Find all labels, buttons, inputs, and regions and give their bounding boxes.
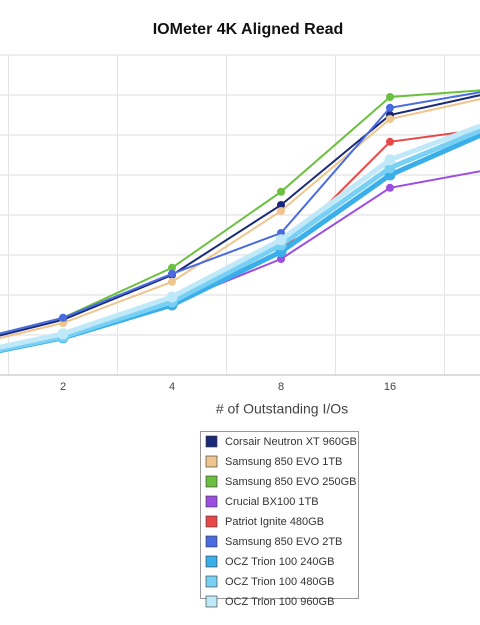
legend-swatch bbox=[205, 555, 218, 568]
data-point bbox=[386, 93, 394, 101]
legend-swatch bbox=[205, 575, 218, 588]
data-point bbox=[277, 201, 285, 209]
data-point bbox=[386, 103, 394, 112]
legend-swatch bbox=[205, 515, 218, 528]
legend-swatch bbox=[205, 455, 218, 468]
data-point bbox=[168, 269, 176, 278]
series-line bbox=[0, 98, 480, 340]
data-point bbox=[386, 115, 394, 123]
x-tick-label: 2 bbox=[60, 381, 66, 393]
x-axis-title: # of Outstanding I/Os bbox=[216, 401, 348, 417]
data-point bbox=[168, 263, 176, 272]
series-line bbox=[0, 123, 480, 350]
legend-label: Samsung 850 EVO 2TB bbox=[225, 536, 342, 548]
legend-label: Crucial BX100 1TB bbox=[225, 496, 319, 508]
data-point bbox=[59, 313, 67, 322]
legend-swatch bbox=[205, 495, 218, 508]
data-point bbox=[275, 234, 287, 246]
legend-swatch bbox=[205, 475, 218, 488]
x-tick-label: 8 bbox=[278, 381, 284, 393]
legend-label: OCZ Trion 100 480GB bbox=[225, 576, 334, 588]
data-point bbox=[384, 162, 396, 174]
legend-label: Corsair Neutron XT 960GB bbox=[225, 436, 357, 448]
chart-title: IOMeter 4K Aligned Read bbox=[153, 21, 344, 38]
legend-swatch bbox=[205, 535, 218, 548]
data-point bbox=[277, 187, 285, 196]
series-line bbox=[0, 94, 480, 337]
series-line bbox=[0, 89, 480, 335]
legend-box bbox=[200, 431, 359, 599]
series-line bbox=[0, 91, 480, 335]
legend-swatch bbox=[205, 435, 218, 448]
data-point bbox=[384, 154, 396, 166]
legend-label: OCZ Trion 100 960GB bbox=[225, 596, 334, 608]
data-point bbox=[168, 277, 176, 286]
x-tick-label: 16 bbox=[384, 381, 396, 393]
legend-label: Samsung 850 EVO 1TB bbox=[225, 456, 342, 468]
series-line bbox=[0, 128, 480, 353]
legend-swatch bbox=[205, 595, 218, 608]
data-point bbox=[277, 255, 285, 263]
x-tick-label: 4 bbox=[169, 381, 175, 393]
legend-label: OCZ Trion 100 240GB bbox=[225, 556, 334, 568]
data-point bbox=[386, 183, 394, 192]
data-point bbox=[57, 328, 69, 340]
data-point bbox=[277, 207, 285, 215]
legend-label: Patriot Ignite 480GB bbox=[225, 516, 324, 528]
data-point bbox=[166, 291, 178, 303]
data-point bbox=[386, 137, 394, 146]
legend-label: Samsung 850 EVO 250GB bbox=[225, 476, 356, 488]
